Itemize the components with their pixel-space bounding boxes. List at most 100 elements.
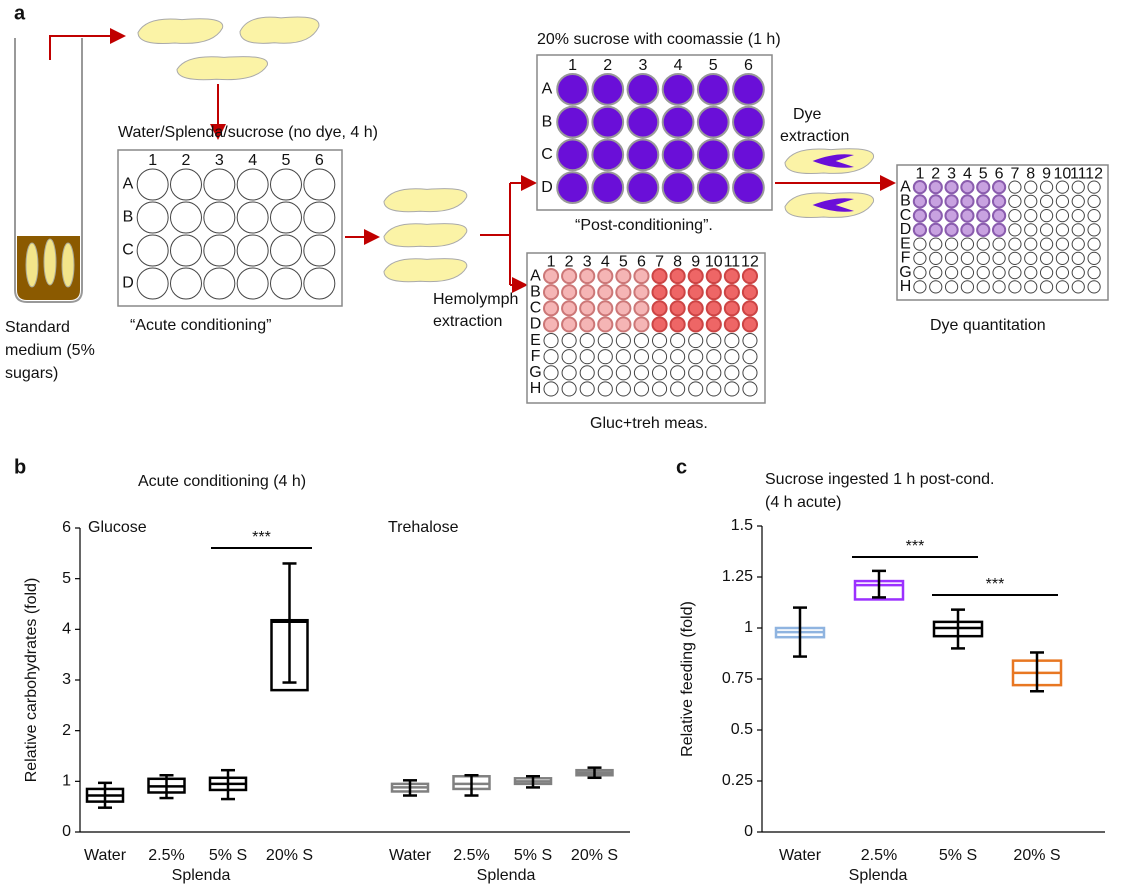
well xyxy=(1072,252,1084,264)
well xyxy=(628,74,659,105)
well xyxy=(304,268,335,299)
y-tick-label: 0.75 xyxy=(722,670,753,687)
well xyxy=(616,366,630,380)
well xyxy=(1088,210,1100,222)
well xyxy=(592,140,623,171)
well xyxy=(689,382,703,396)
well xyxy=(304,169,335,200)
row-label: G xyxy=(529,364,541,381)
column-label: 4 xyxy=(248,152,257,169)
well xyxy=(598,334,612,348)
well xyxy=(137,268,168,299)
well xyxy=(1072,210,1084,222)
well xyxy=(137,202,168,233)
well xyxy=(993,252,1005,264)
x-tick-label: 5% S xyxy=(939,847,977,864)
series-label: Glucose xyxy=(88,519,147,536)
well xyxy=(562,382,576,396)
column-label: 9 xyxy=(1042,166,1051,183)
well xyxy=(598,366,612,380)
well xyxy=(733,140,764,171)
column-label: 12 xyxy=(1085,166,1103,183)
well xyxy=(671,269,685,283)
well xyxy=(652,334,666,348)
well xyxy=(725,366,739,380)
row-label: C xyxy=(530,300,542,317)
tube-label: medium (5% xyxy=(5,342,95,359)
well xyxy=(977,281,989,293)
well xyxy=(1088,252,1100,264)
well xyxy=(1056,210,1068,222)
well xyxy=(993,238,1005,250)
well xyxy=(616,350,630,364)
well xyxy=(733,74,764,105)
well xyxy=(1088,181,1100,193)
well xyxy=(743,334,757,348)
well xyxy=(616,334,630,348)
column-label: 7 xyxy=(1010,166,1019,183)
step-label: extraction xyxy=(780,128,849,145)
well xyxy=(562,317,576,331)
column-label: 2 xyxy=(603,57,612,74)
well xyxy=(733,172,764,203)
plate-caption: “Acute conditioning” xyxy=(130,317,271,334)
well xyxy=(137,235,168,266)
column-label: 2 xyxy=(182,152,191,169)
well xyxy=(707,285,721,299)
well xyxy=(930,267,942,279)
well xyxy=(1009,267,1021,279)
well xyxy=(1072,181,1084,193)
well xyxy=(707,317,721,331)
well xyxy=(993,181,1005,193)
well xyxy=(725,285,739,299)
y-tick-label: 4 xyxy=(62,621,71,638)
well xyxy=(945,281,957,293)
well xyxy=(961,238,973,250)
well xyxy=(663,107,694,138)
well xyxy=(914,238,926,250)
row-label: A xyxy=(123,176,134,193)
well xyxy=(1072,281,1084,293)
well xyxy=(689,334,703,348)
column-label: 6 xyxy=(315,152,324,169)
well xyxy=(562,285,576,299)
well xyxy=(271,268,302,299)
larva xyxy=(177,57,268,80)
well xyxy=(961,210,973,222)
well xyxy=(562,334,576,348)
well xyxy=(544,285,558,299)
well xyxy=(271,202,302,233)
x-tick-label: 20% S xyxy=(1013,847,1060,864)
well xyxy=(945,252,957,264)
well xyxy=(616,301,630,315)
y-tick-label: 0.5 xyxy=(731,721,753,738)
well xyxy=(304,202,335,233)
well xyxy=(707,334,721,348)
well xyxy=(689,301,703,315)
larva xyxy=(44,239,56,285)
well xyxy=(562,366,576,380)
well xyxy=(743,269,757,283)
y-tick-label: 0 xyxy=(744,823,753,840)
well xyxy=(652,301,666,315)
y-tick-label: 3 xyxy=(62,671,71,688)
row-label: C xyxy=(541,146,553,163)
well xyxy=(204,268,235,299)
well xyxy=(930,195,942,207)
well xyxy=(725,382,739,396)
well xyxy=(930,238,942,250)
well xyxy=(544,350,558,364)
well xyxy=(1056,181,1068,193)
row-label: D xyxy=(530,316,542,333)
well xyxy=(1040,210,1052,222)
well xyxy=(634,366,648,380)
well xyxy=(961,267,973,279)
well xyxy=(562,350,576,364)
well xyxy=(1009,238,1021,250)
well xyxy=(171,169,202,200)
well xyxy=(1056,238,1068,250)
well xyxy=(171,202,202,233)
well xyxy=(945,210,957,222)
row-label: D xyxy=(122,275,134,292)
well xyxy=(544,301,558,315)
